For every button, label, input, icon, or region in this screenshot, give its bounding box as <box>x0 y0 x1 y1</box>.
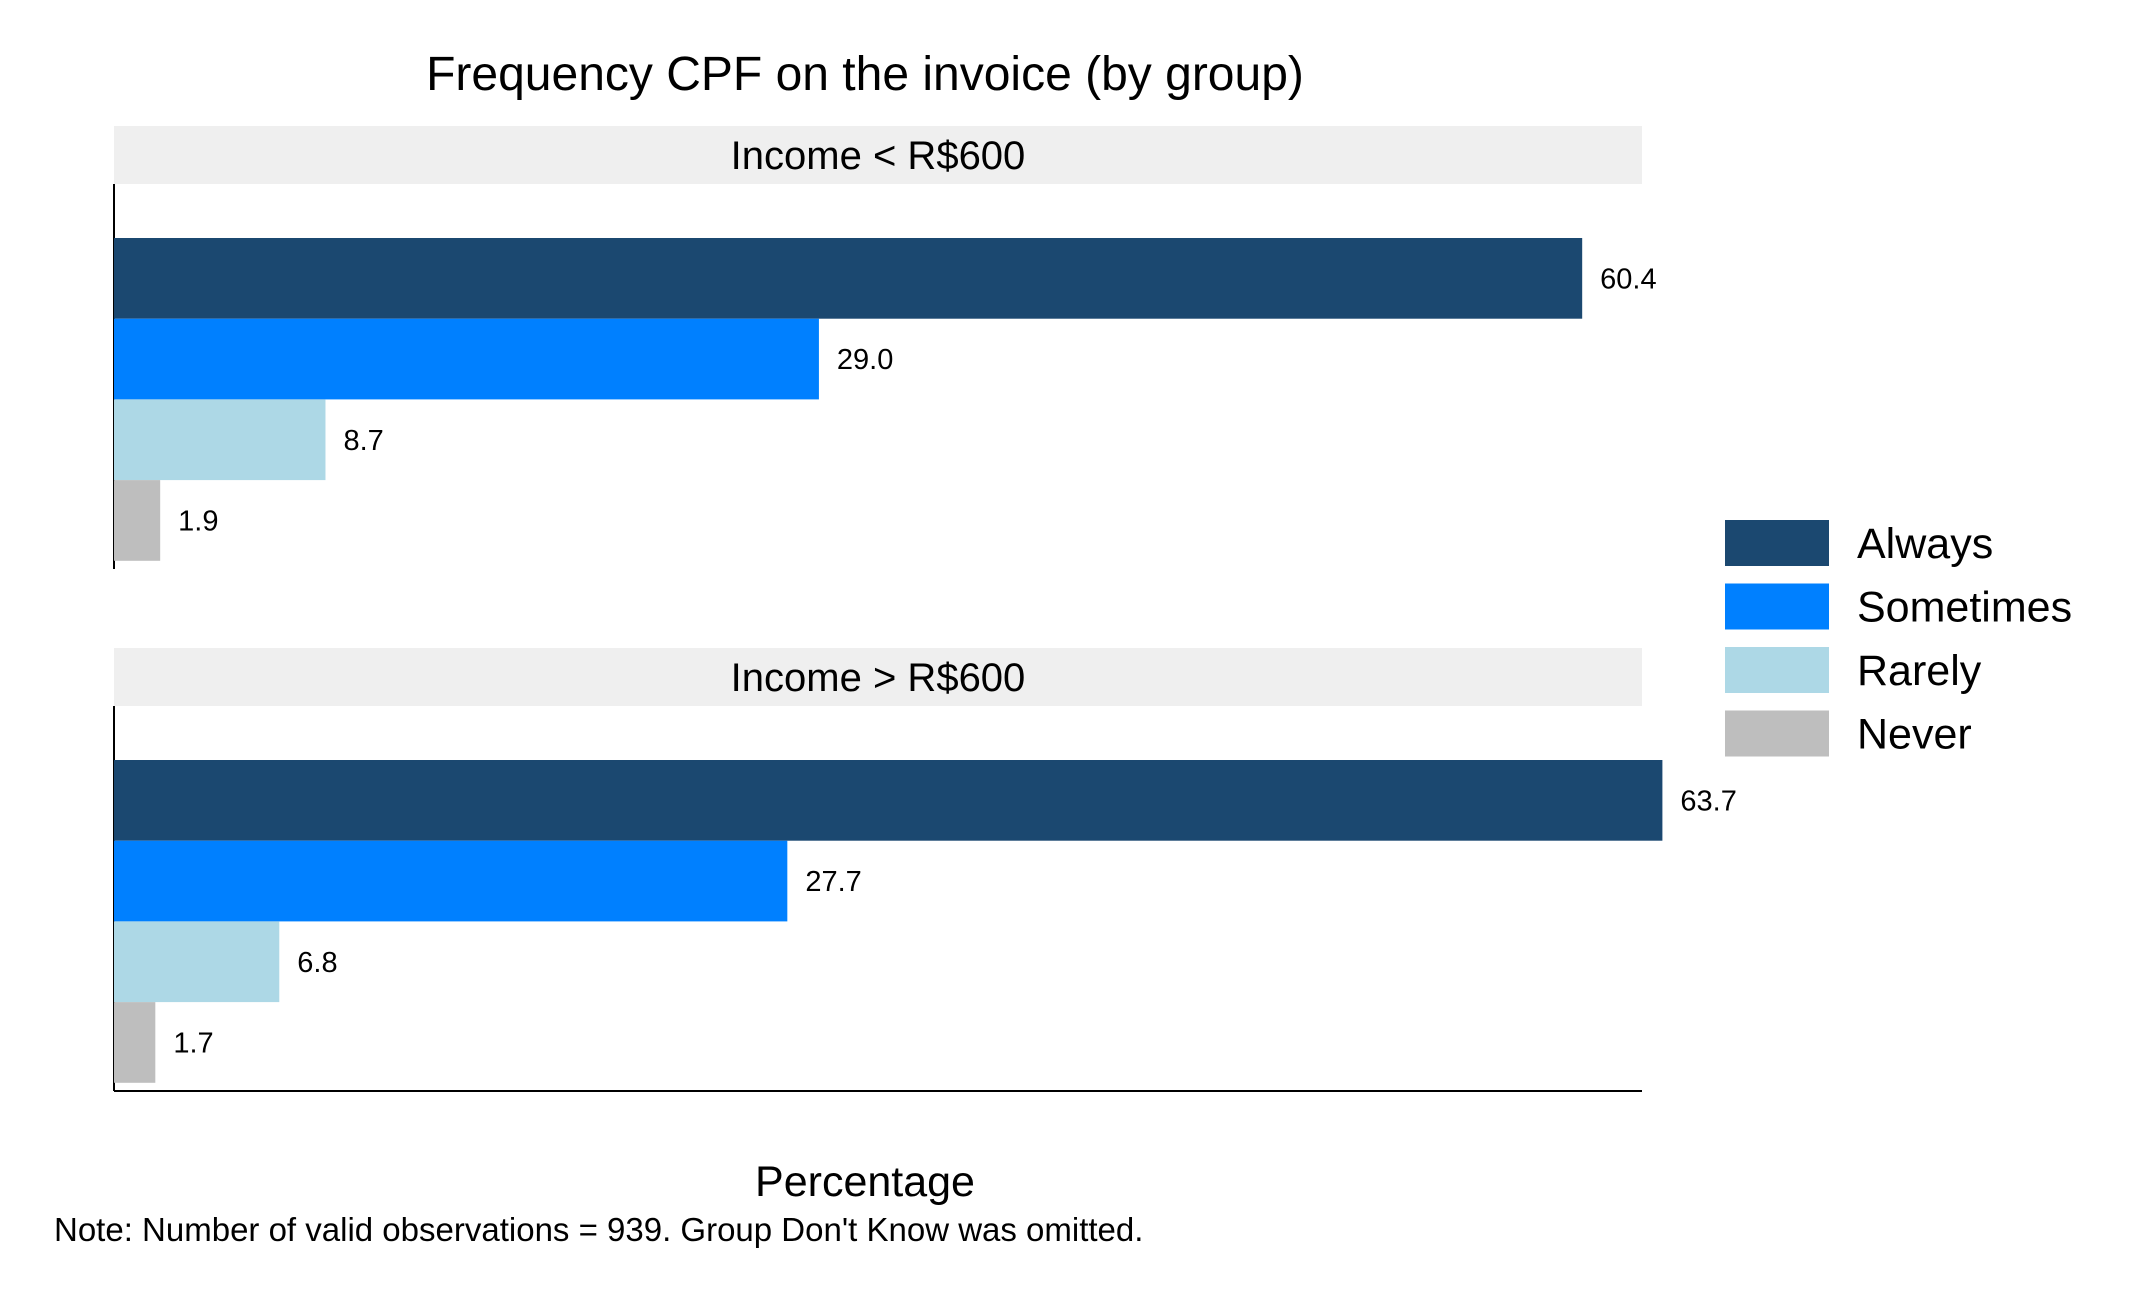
bar-always <box>114 238 1583 319</box>
legend-item-sometimes: Sometimes <box>1725 583 2072 632</box>
data-label-never: 1.9 <box>178 505 218 537</box>
bar-rarely <box>114 921 280 1003</box>
legend-key-sometimes <box>1725 583 1829 630</box>
panel-strip-label: Income < R$600 <box>731 134 1026 178</box>
legend-label-always: Always <box>1857 520 1993 568</box>
panel-2: Income > R$600 63.7 27.7 6.8 1.7 <box>113 648 1737 1091</box>
legend-label-rarely: Rarely <box>1857 647 1982 695</box>
legend-item-rarely: Rarely <box>1725 647 1982 695</box>
panels: Income < R$600 60.4 29.0 8.7 1.9 Income > R$6… <box>113 126 1737 1092</box>
legend-item-never: Never <box>1725 710 1972 759</box>
legend: Always Sometimes Rarely Never <box>1725 520 2072 759</box>
bar-never <box>114 480 161 561</box>
bar-never <box>114 1002 156 1083</box>
bar-sometimes <box>114 840 788 922</box>
panel-strip <box>114 126 1642 184</box>
panel-1: Income < R$600 60.4 29.0 8.7 1.9 <box>113 126 1657 569</box>
chart-title: Frequency CPF on the invoice (by group) <box>426 48 1304 101</box>
data-label-always: 63.7 <box>1680 785 1736 817</box>
panel-strip-label: Income > R$600 <box>731 656 1026 700</box>
legend-label-never: Never <box>1857 711 1972 759</box>
x-axis-title: Percentage <box>755 1158 975 1206</box>
legend-key-always <box>1725 520 1829 566</box>
data-label-never: 1.7 <box>173 1027 213 1059</box>
data-label-rarely: 8.7 <box>343 425 383 457</box>
bar-sometimes <box>114 318 819 400</box>
legend-key-never <box>1725 710 1829 757</box>
data-label-sometimes: 27.7 <box>805 866 861 898</box>
legend-item-always: Always <box>1725 520 1993 568</box>
data-label-sometimes: 29.0 <box>837 344 893 376</box>
legend-label-sometimes: Sometimes <box>1857 584 2072 632</box>
panel-strip <box>114 648 1642 706</box>
bar-always <box>114 760 1663 841</box>
footnote: Note: Number of valid observations = 939… <box>54 1211 1143 1248</box>
bar-rarely <box>114 399 326 481</box>
data-label-always: 60.4 <box>1600 263 1656 295</box>
legend-key-rarely <box>1725 647 1829 693</box>
data-label-rarely: 6.8 <box>297 947 337 979</box>
